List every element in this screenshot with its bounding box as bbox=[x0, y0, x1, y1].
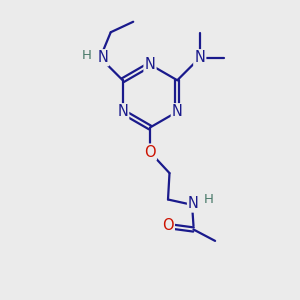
Text: N: N bbox=[172, 104, 183, 119]
Text: H: H bbox=[204, 193, 213, 206]
Text: N: N bbox=[188, 196, 199, 211]
Text: N: N bbox=[194, 50, 205, 65]
Text: H: H bbox=[82, 49, 92, 62]
Text: N: N bbox=[117, 104, 128, 119]
Text: O: O bbox=[162, 218, 174, 233]
Text: N: N bbox=[145, 57, 155, 72]
Text: N: N bbox=[97, 50, 108, 65]
Text: O: O bbox=[144, 145, 156, 160]
